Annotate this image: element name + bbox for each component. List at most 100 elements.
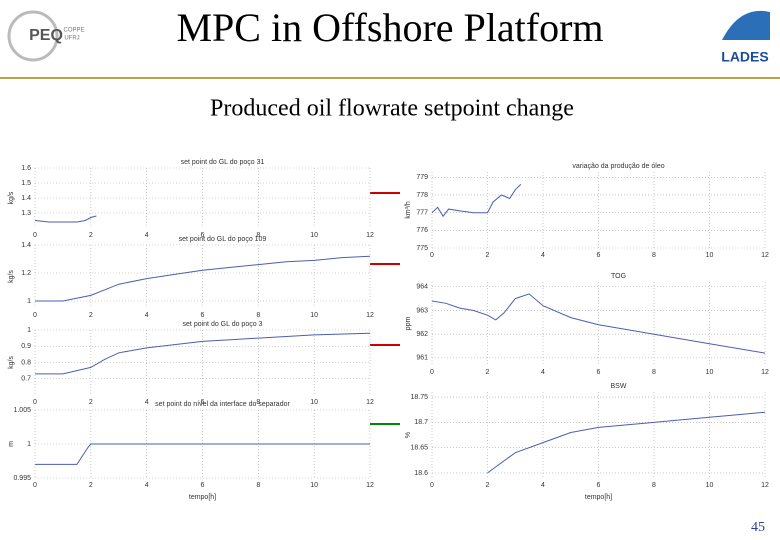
x-axis-label: tempo[h]: [189, 494, 216, 501]
y-tick-label: 0.9: [21, 343, 31, 350]
data-line: [431, 184, 522, 218]
x-tick-label: 10: [310, 312, 318, 319]
y-tick-label: 1.6: [21, 165, 31, 172]
y-tick-label: 0.995: [13, 475, 31, 482]
x-tick-label: 4: [145, 399, 149, 406]
x-tick-label: 4: [541, 482, 545, 489]
y-tick-label: 0.7: [21, 376, 31, 383]
y-tick-label: 0.8: [21, 359, 31, 366]
x-tick-label: 8: [256, 232, 260, 239]
x-tick-label: 0: [430, 252, 434, 259]
chart-title: set point do GL do poço 31: [181, 159, 265, 166]
x-tick-label: 8: [256, 312, 260, 319]
logo-ring: [7, 10, 59, 62]
y-tick-label: 1.005: [13, 407, 31, 414]
x-tick-label: 0: [430, 369, 434, 376]
y-tick-label: 963: [416, 307, 428, 314]
x-tick-label: 10: [310, 482, 318, 489]
x-tick-label: 12: [761, 252, 769, 259]
chart-title: set point do GL do poço 3: [183, 321, 263, 328]
y-axis-label: km³/h: [405, 201, 412, 219]
chart-title: variação da produção de óleo: [572, 163, 664, 170]
x-tick-label: 2: [89, 399, 93, 406]
y-axis-label: %: [405, 432, 412, 438]
x-tick-label: 4: [145, 232, 149, 239]
y-tick-label: 962: [416, 331, 428, 338]
slide-subtitle: Produced oil flowrate setpoint change: [210, 96, 574, 122]
y-tick-label: 964: [416, 284, 428, 291]
logo-subtext: UFRJ: [64, 36, 79, 42]
x-tick-label: 2: [89, 232, 93, 239]
x-tick-label: 8: [256, 399, 260, 406]
x-tick-label: 10: [706, 252, 714, 259]
y-axis-label: kg/s: [8, 191, 15, 204]
y-tick-label: 1.3: [21, 210, 31, 217]
x-tick-label: 8: [652, 369, 656, 376]
y-tick-label: 775: [416, 245, 428, 252]
x-tick-label: 6: [201, 312, 205, 319]
logo-left: PEQ COPPE UFRJ: [7, 10, 85, 62]
x-tick-label: 0: [33, 399, 37, 406]
data-line: [35, 255, 371, 302]
y-tick-label: 778: [416, 192, 428, 199]
x-tick-label: 12: [366, 399, 374, 406]
data-line: [34, 215, 97, 223]
chart-title: BSW: [611, 383, 627, 390]
chart-title: set point do GL do poço 109: [179, 236, 267, 243]
y-tick-label: 18.7: [414, 419, 428, 426]
data-line: [431, 293, 766, 354]
x-tick-label: 2: [486, 482, 490, 489]
x-tick-label: 10: [310, 232, 318, 239]
x-axis-label: tempo[h]: [585, 494, 612, 501]
x-tick-label: 4: [541, 252, 545, 259]
y-axis-label: ppm: [405, 317, 412, 331]
x-tick-label: 8: [652, 252, 656, 259]
y-tick-label: 1.4: [21, 195, 31, 202]
x-tick-label: 2: [486, 369, 490, 376]
x-tick-label: 6: [597, 369, 601, 376]
x-tick-label: 12: [366, 312, 374, 319]
x-tick-label: 12: [761, 369, 769, 376]
x-tick-label: 10: [706, 369, 714, 376]
y-tick-label: 1: [27, 327, 31, 334]
y-tick-label: 776: [416, 227, 428, 234]
x-tick-label: 6: [597, 482, 601, 489]
logo-text: PEQ: [29, 27, 63, 44]
data-line: [487, 411, 766, 474]
logo-text: LADES: [721, 49, 768, 65]
y-tick-label: 1: [27, 298, 31, 305]
y-tick-label: 1.2: [21, 270, 31, 277]
x-tick-label: 6: [201, 232, 205, 239]
logo-subtext: COPPE: [63, 28, 84, 34]
x-tick-label: 4: [541, 369, 545, 376]
x-tick-label: 6: [201, 399, 205, 406]
slide-title: MPC in Offshore Platform: [176, 5, 603, 50]
page-number: 45: [751, 520, 765, 535]
x-tick-label: 10: [706, 482, 714, 489]
arrows: [370, 192, 400, 425]
y-tick-label: 1.5: [21, 180, 31, 187]
y-tick-label: 18.6: [414, 470, 428, 477]
y-tick-label: 779: [416, 174, 428, 181]
x-tick-label: 2: [89, 482, 93, 489]
x-tick-label: 2: [486, 252, 490, 259]
y-tick-label: 1.4: [21, 242, 31, 249]
x-tick-label: 8: [256, 482, 260, 489]
y-tick-label: 1: [27, 441, 31, 448]
y-tick-label: 961: [416, 355, 428, 362]
y-axis-label: kg/s: [8, 270, 15, 283]
x-tick-label: 6: [597, 252, 601, 259]
x-tick-label: 4: [145, 482, 149, 489]
data-line: [35, 332, 371, 375]
x-tick-label: 4: [145, 312, 149, 319]
y-tick-label: 777: [416, 209, 428, 216]
y-axis-label: kg/s: [8, 356, 15, 369]
y-tick-label: 18.65: [410, 444, 428, 451]
logo-right: LADES: [721, 10, 770, 65]
x-tick-label: 0: [33, 232, 37, 239]
x-tick-label: 2: [89, 312, 93, 319]
y-tick-label: 18.75: [410, 394, 428, 401]
x-tick-label: 12: [366, 482, 374, 489]
